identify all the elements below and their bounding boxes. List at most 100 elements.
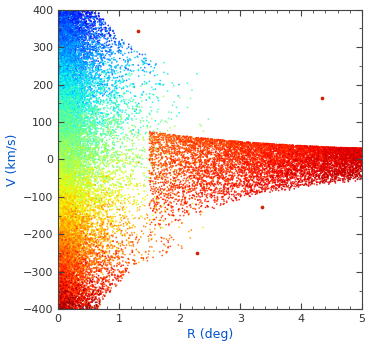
Point: [77, 103, 83, 109]
Point: [63, 150, 69, 155]
Point: [76, 42, 82, 47]
Point: [99, 132, 105, 137]
Point: [67, 157, 73, 163]
Point: [63, 108, 69, 113]
Point: [228, 183, 234, 189]
Point: [303, 156, 309, 161]
Point: [72, 210, 78, 216]
Point: [60, 247, 66, 252]
Point: [79, 185, 85, 190]
Point: [247, 140, 253, 145]
Point: [339, 152, 345, 158]
Point: [82, 143, 88, 149]
Point: [338, 145, 344, 150]
Point: [73, 240, 79, 246]
Point: [71, 251, 77, 256]
Point: [83, 34, 89, 40]
Point: [243, 164, 249, 170]
Point: [108, 90, 114, 95]
Point: [89, 236, 95, 242]
Point: [155, 126, 161, 132]
Point: [168, 139, 174, 145]
Point: [130, 242, 136, 247]
Point: [125, 66, 131, 72]
Point: [70, 20, 76, 26]
Point: [252, 156, 258, 162]
Point: [314, 145, 320, 150]
Point: [105, 191, 111, 196]
Point: [66, 51, 72, 57]
Point: [239, 141, 245, 146]
Point: [149, 141, 155, 146]
Point: [322, 163, 328, 169]
Point: [177, 146, 183, 151]
Point: [65, 200, 71, 205]
Point: [67, 181, 73, 187]
Point: [91, 149, 97, 155]
Point: [57, 113, 63, 118]
Point: [78, 64, 84, 69]
Point: [92, 11, 98, 17]
Point: [156, 180, 162, 186]
Point: [246, 149, 252, 154]
Point: [70, 98, 76, 104]
Point: [284, 144, 290, 150]
Point: [79, 28, 85, 34]
Point: [72, 257, 78, 263]
Point: [63, 126, 69, 131]
Point: [203, 173, 209, 179]
Point: [98, 268, 104, 274]
Point: [58, 149, 64, 154]
Point: [57, 73, 63, 79]
Point: [70, 133, 76, 138]
Point: [200, 137, 206, 143]
Point: [355, 168, 361, 173]
Point: [58, 198, 64, 203]
Point: [58, 109, 64, 115]
Point: [135, 152, 141, 158]
Point: [176, 151, 182, 157]
Point: [63, 124, 69, 130]
Point: [63, 49, 69, 54]
Point: [57, 229, 63, 235]
Point: [171, 148, 177, 154]
Point: [333, 167, 339, 172]
Point: [81, 279, 87, 285]
Point: [305, 159, 311, 164]
Point: [355, 157, 361, 163]
Point: [332, 156, 338, 162]
Point: [109, 234, 115, 239]
Point: [57, 61, 63, 66]
Point: [65, 297, 70, 302]
Point: [252, 157, 258, 162]
Point: [86, 76, 92, 82]
Point: [63, 213, 69, 219]
Point: [190, 167, 196, 172]
Point: [76, 12, 82, 17]
Point: [63, 52, 69, 58]
Point: [68, 32, 74, 37]
Point: [141, 170, 147, 176]
Point: [91, 14, 97, 19]
Point: [71, 78, 77, 83]
Point: [95, 256, 101, 262]
Point: [66, 61, 72, 67]
Point: [63, 119, 69, 125]
Point: [61, 31, 67, 36]
Point: [337, 145, 343, 151]
Point: [345, 163, 351, 169]
Point: [81, 130, 86, 136]
Point: [59, 144, 65, 150]
Point: [65, 251, 71, 257]
Point: [57, 202, 63, 208]
Point: [265, 151, 270, 156]
Point: [354, 154, 360, 160]
Point: [296, 144, 302, 149]
Point: [71, 181, 77, 186]
Point: [203, 205, 209, 210]
Point: [57, 206, 63, 212]
Point: [237, 167, 243, 172]
Point: [110, 245, 116, 251]
Point: [61, 41, 67, 47]
Point: [316, 163, 322, 169]
